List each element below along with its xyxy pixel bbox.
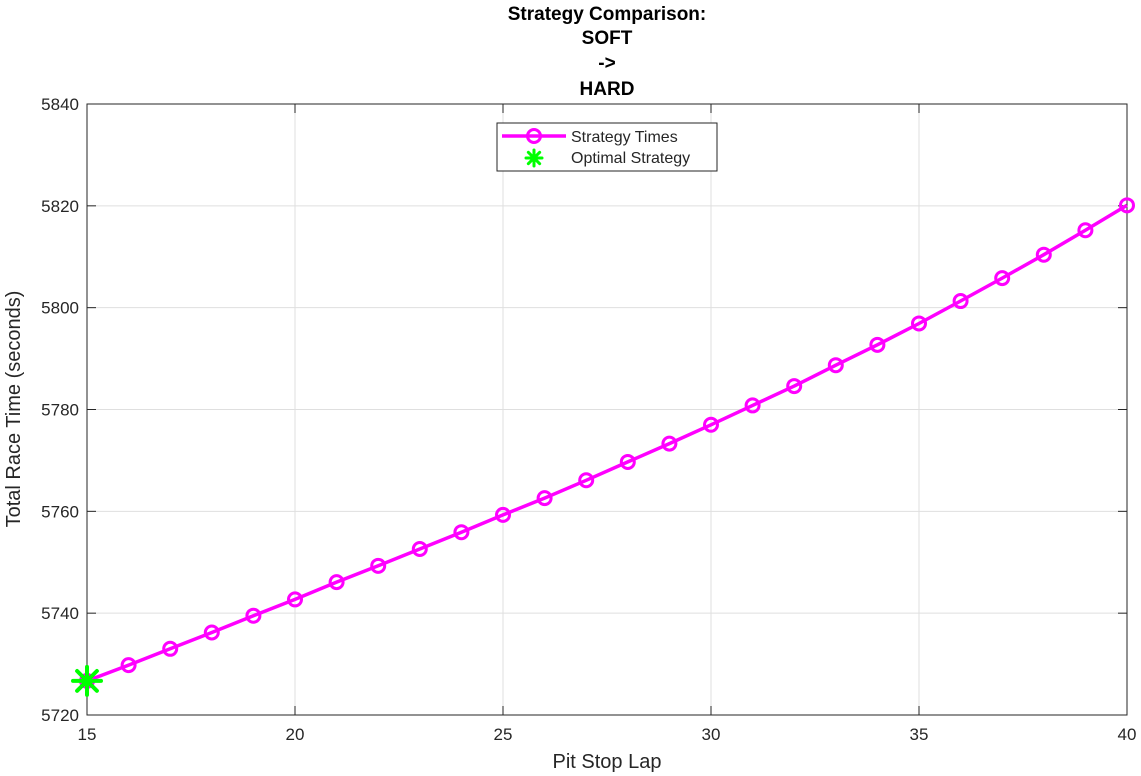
x-tick-label: 15 (78, 725, 97, 744)
strategy-times-point (245, 607, 262, 624)
chart-title-line-4: HARD (580, 79, 635, 100)
strategy-times-point (328, 574, 345, 591)
legend-label-strategy-times: Strategy Times (571, 129, 678, 146)
y-axis-label: Total Race Time (seconds) (3, 291, 25, 528)
y-tick-label: 5720 (41, 706, 79, 725)
star-stroke (526, 150, 542, 166)
strategy-times-point (203, 624, 220, 641)
strategy-times-point (827, 357, 844, 374)
strategy-times-point (120, 657, 137, 674)
legend-marker-optimal-strategy (524, 148, 544, 168)
x-tick-label: 30 (702, 725, 721, 744)
strategy-times-point (370, 557, 387, 574)
legend-marker-strategy-times (526, 128, 542, 144)
y-tick-label: 5800 (41, 299, 79, 318)
grid-lines (86, 103, 1128, 716)
strategy-times-point (453, 524, 470, 541)
strategy-times-point (703, 416, 719, 433)
legend: Strategy Times Optimal Strategy (496, 122, 718, 172)
legend-star-glyph (524, 148, 544, 168)
strategy-times-point (869, 336, 886, 353)
y-tick-label: 5780 (41, 401, 79, 420)
strategy-times-point (536, 490, 553, 507)
strategy-times-point (578, 472, 595, 489)
x-tick-label: 40 (1118, 725, 1137, 744)
chart-title-line-2: SOFT (582, 28, 633, 49)
y-tick-label: 5760 (41, 502, 79, 521)
x-tick-label: 35 (910, 725, 929, 744)
strategy-times-point (1035, 246, 1052, 263)
strategy-times-point (287, 591, 303, 608)
strategy-times-point (411, 541, 428, 558)
y-tick-label: 5820 (41, 197, 79, 216)
y-tick-label: 5740 (41, 604, 79, 623)
strategy-times-point (619, 453, 636, 470)
strategy-times-point (911, 315, 927, 332)
chart-title-line-1: Strategy Comparison: (508, 4, 706, 25)
strategy-times-point (952, 293, 969, 310)
x-tick-label: 20 (286, 725, 305, 744)
strategy-times-point (744, 397, 761, 414)
data-series (71, 197, 1135, 697)
legend-label-optimal-strategy: Optimal Strategy (571, 150, 690, 167)
strategy-times-point (786, 378, 803, 395)
x-axis-label: Pit Stop Lap (553, 751, 662, 773)
strategy-times-point (661, 435, 678, 452)
y-tick-label: 5840 (41, 95, 79, 114)
strategy-times-line (86, 203, 1128, 683)
strategy-times-point (495, 506, 511, 523)
x-tick-label: 25 (494, 725, 513, 744)
strategy-times-point (1119, 197, 1135, 214)
strategy-times-point (162, 640, 179, 657)
optimal-strategy-point (71, 664, 103, 697)
chart-title-line-3: -> (598, 53, 615, 74)
axis-ticks: 15 20 25 30 35 40 5720 5740 5760 5780 5800 5820 5840 (41, 95, 1136, 744)
strategy-times-point (994, 270, 1011, 287)
star-stroke (75, 668, 99, 693)
strategy-times-point (1077, 222, 1094, 239)
